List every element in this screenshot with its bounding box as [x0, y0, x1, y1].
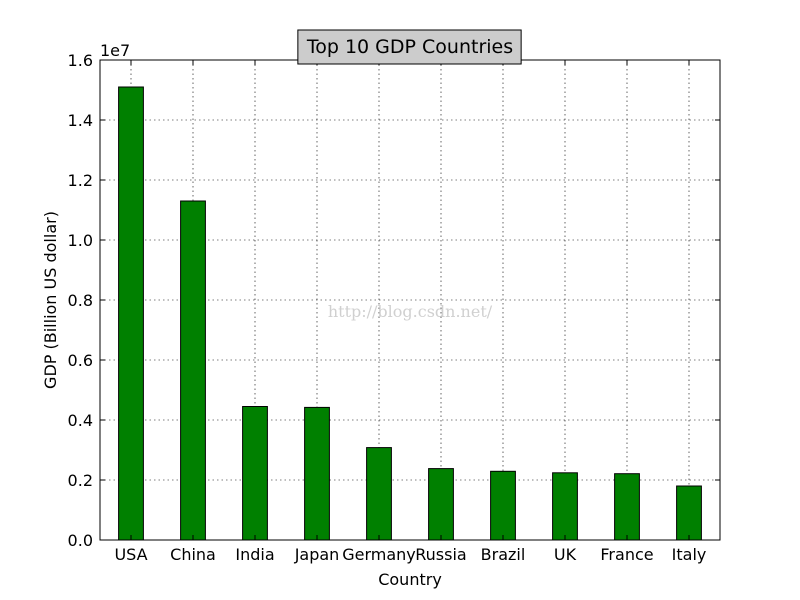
y-tick-label: 0.4 — [68, 411, 93, 430]
y-tick-label: 1.4 — [68, 111, 93, 130]
x-tick-label: Germany — [342, 545, 416, 564]
x-tick-label: India — [235, 545, 274, 564]
y-tick-label: 1.6 — [68, 51, 93, 70]
y-tick-label: 0.8 — [68, 291, 93, 310]
y-tick-labels: 0.0 0.2 0.4 0.6 0.8 1.0 1.2 1.4 1.6 — [68, 51, 93, 550]
bar-russia — [428, 468, 454, 541]
bar-india — [242, 406, 268, 541]
x-tick-label: USA — [114, 545, 147, 564]
x-tick-label: Italy — [672, 545, 707, 564]
y-scale-label: 1e7 — [100, 41, 130, 60]
bar-italy — [676, 485, 702, 541]
x-tick-label: UK — [554, 545, 577, 564]
y-tick-label: 0.6 — [68, 351, 93, 370]
x-axis-title: Country — [378, 570, 442, 589]
bar-uk — [552, 472, 578, 541]
bar-brazil — [490, 470, 516, 541]
x-tick-label: Russia — [415, 545, 466, 564]
x-tick-label: China — [170, 545, 216, 564]
ticks — [100, 59, 720, 541]
bars — [118, 86, 702, 541]
y-tick-label: 0.2 — [68, 471, 93, 490]
x-tick-label: Brazil — [481, 545, 526, 564]
y-tick-label: 1.0 — [68, 231, 93, 250]
y-tick-label: 1.2 — [68, 171, 93, 190]
x-tick-label: France — [600, 545, 653, 564]
bar-usa — [118, 86, 144, 541]
y-tick-label: 0.0 — [68, 531, 93, 550]
chart-title: Top 10 GDP Countries — [306, 36, 513, 58]
x-tick-label: Japan — [294, 545, 340, 564]
x-tick-labels: USA China India Japan Germany Russia Brazil UK F… — [114, 545, 706, 564]
bar-germany — [366, 447, 392, 541]
watermark: http://blog.csdn.net/ — [328, 302, 493, 321]
bar-france — [614, 473, 640, 541]
title-box — [297, 29, 522, 65]
bar-china — [180, 200, 206, 541]
y-axis-title: GDP (Billion US dollar) — [41, 211, 60, 389]
bar-japan — [304, 406, 330, 541]
chart-title-box: Top 10 GDP Countries — [297, 29, 522, 65]
